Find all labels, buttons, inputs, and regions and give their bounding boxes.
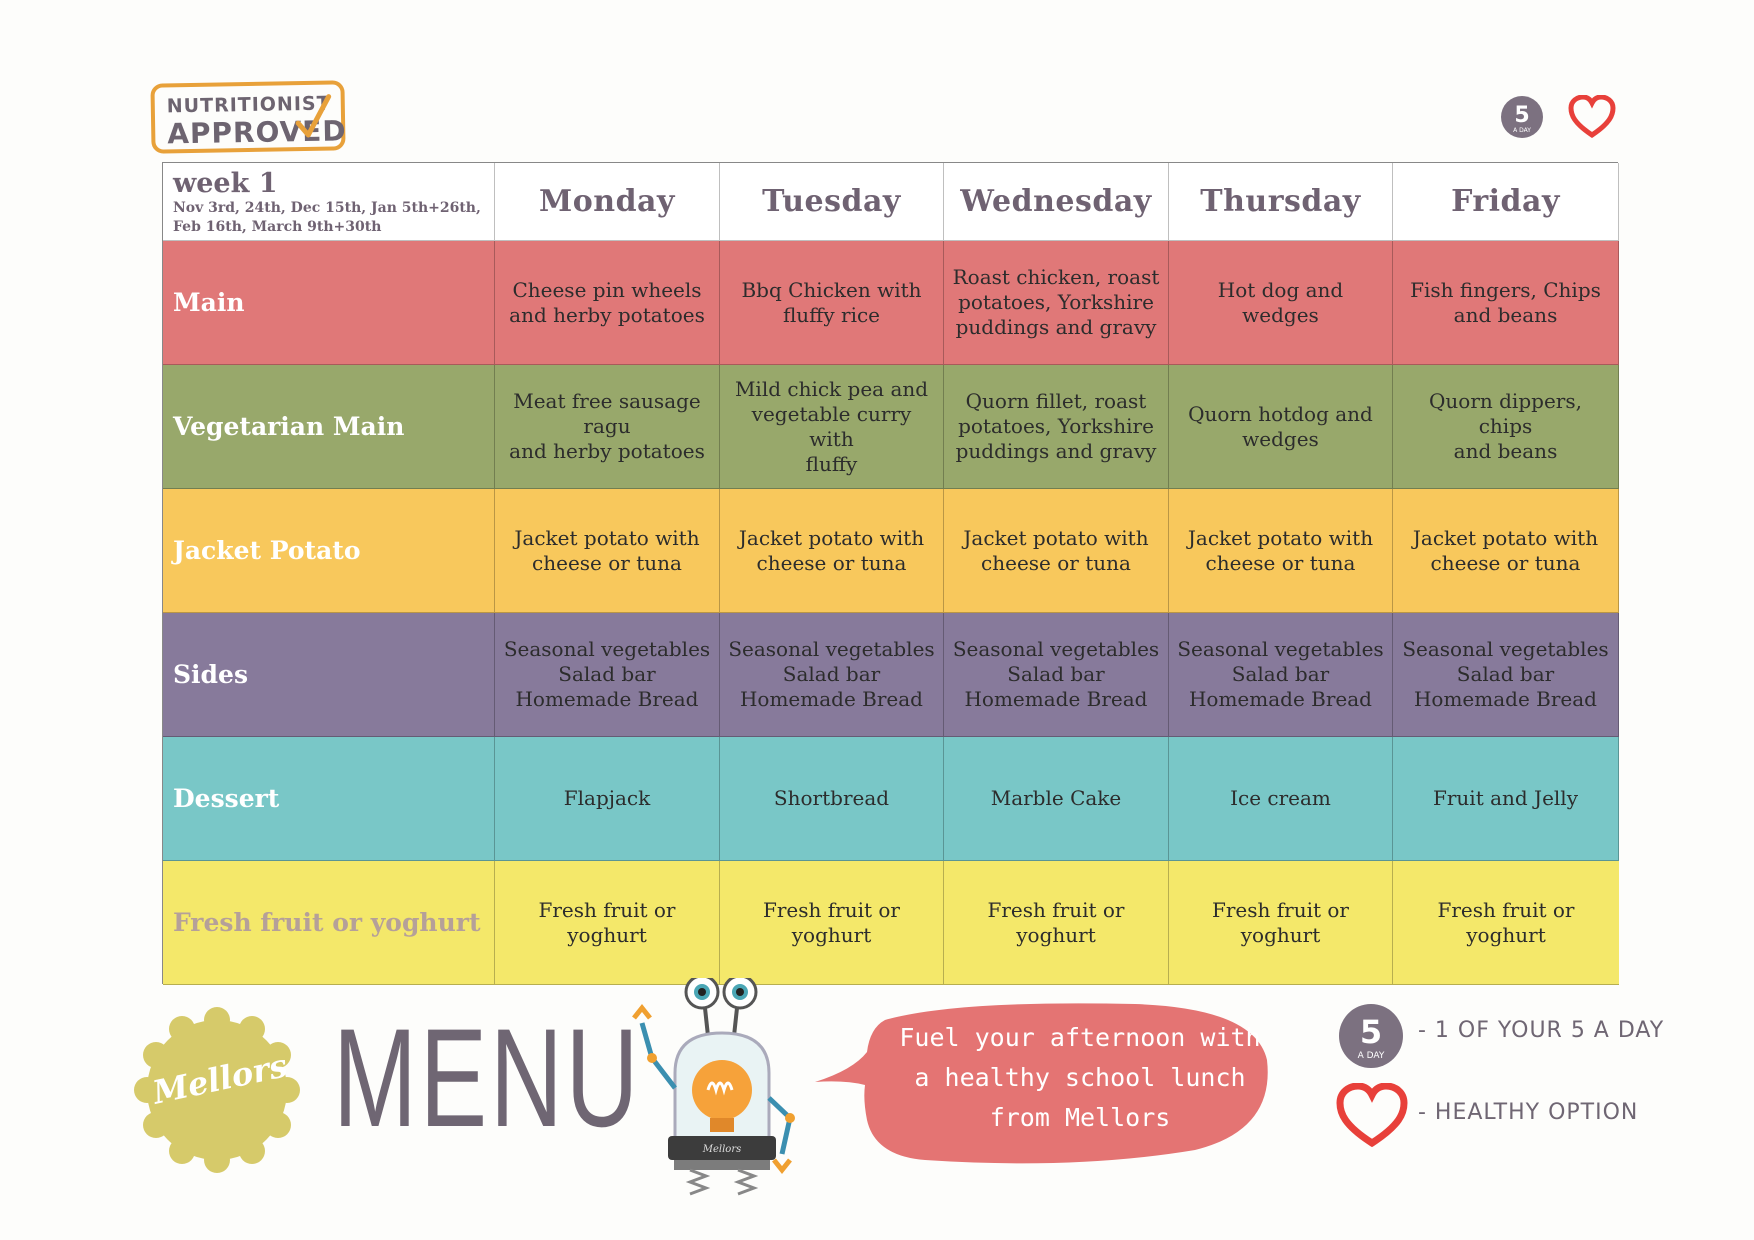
menu-cell: Cheese pin wheels and herby potatoes — [495, 241, 720, 365]
row-label-sides: Sides — [163, 613, 495, 737]
row-label-main: Main — [163, 241, 495, 365]
menu-cell: Quorn dippers, chips and beans — [1393, 365, 1619, 489]
week-header: week 1 Nov 3rd, 24th, Dec 15th, Jan 5th+… — [163, 163, 495, 241]
legend-five-a-day-icon: 5 A DAY — [1339, 1004, 1403, 1068]
week-title: week 1 — [173, 168, 278, 199]
row-label-jacket-potato: Jacket Potato — [163, 489, 495, 613]
menu-cell: Mild chick pea and vegetable curry with … — [720, 365, 944, 489]
menu-table: week 1 Nov 3rd, 24th, Dec 15th, Jan 5th+… — [162, 162, 1619, 985]
menu-cell: Hot dog and wedges — [1169, 241, 1393, 365]
menu-cell: Fresh fruit or yoghurt — [720, 861, 944, 985]
menu-cell: Seasonal vegetables Salad bar Homemade B… — [720, 613, 944, 737]
menu-cell: Flapjack — [495, 737, 720, 861]
menu-cell: Fresh fruit or yoghurt — [1169, 861, 1393, 985]
menu-cell: Bbq Chicken with fluffy rice — [720, 241, 944, 365]
day-header-wednesday: Wednesday — [944, 163, 1169, 241]
menu-cell: Marble Cake — [944, 737, 1169, 861]
menu-cell: Jacket potato with cheese or tuna — [944, 489, 1169, 613]
menu-cell: Fish fingers, Chips and beans — [1393, 241, 1619, 365]
bubble-line-1: Fuel your afternoon with — [899, 1023, 1261, 1052]
five-sub: A DAY — [1513, 127, 1531, 134]
day-header-monday: Monday — [495, 163, 720, 241]
bubble-text: Fuel your afternoon with a healthy schoo… — [880, 1018, 1280, 1138]
day-header-thursday: Thursday — [1169, 163, 1393, 241]
menu-cell: Fresh fruit or yoghurt — [944, 861, 1169, 985]
menu-cell: Seasonal vegetables Salad bar Homemade B… — [944, 613, 1169, 737]
menu-cell: Quorn fillet, roast potatoes, Yorkshire … — [944, 365, 1169, 489]
menu-cell: Fresh fruit or yoghurt — [1393, 861, 1619, 985]
day-header-tuesday: Tuesday — [720, 163, 944, 241]
menu-cell: Roast chicken, roast potatoes, Yorkshire… — [944, 241, 1169, 365]
five-number: 5 — [1514, 103, 1529, 128]
legend-five-number: 5 — [1360, 1013, 1382, 1051]
menu-cell: Seasonal vegetables Salad bar Homemade B… — [495, 613, 720, 737]
legend-healthy-option-label: - HEALTHY OPTION — [1418, 1100, 1639, 1125]
menu-cell: Meat free sausage ragu and herby potatoe… — [495, 365, 720, 489]
menu-cell: Seasonal vegetables Salad bar Homemade B… — [1169, 613, 1393, 737]
menu-cell: Jacket potato with cheese or tuna — [1393, 489, 1619, 613]
legend-five-sub: A DAY — [1358, 1051, 1385, 1061]
day-header-friday: Friday — [1393, 163, 1619, 241]
bubble-line-2: a healthy school lunch — [914, 1063, 1246, 1092]
speech-bubble-icon — [815, 1003, 1268, 1164]
nutritionist-approved-badge: NUTRITIONIST APPROVED — [150, 80, 347, 154]
menu-cell: Jacket potato with cheese or tuna — [495, 489, 720, 613]
menu-cell: Fresh fruit or yoghurt — [495, 861, 720, 985]
menu-cell: Jacket potato with cheese or tuna — [1169, 489, 1393, 613]
row-label-fresh-fruit: Fresh fruit or yoghurt — [163, 861, 495, 985]
week-dates: Nov 3rd, 24th, Dec 15th, Jan 5th+26th, F… — [173, 200, 481, 235]
menu-cell: Jacket potato with cheese or tuna — [720, 489, 944, 613]
robot-brand: Mellors — [702, 1144, 742, 1155]
legend-five-a-day-label: - 1 OF YOUR 5 A DAY — [1418, 1018, 1665, 1043]
menu-title: MENU — [333, 999, 642, 1156]
robot-lightbulb-icon: Mellors — [632, 978, 795, 1196]
mellors-seal-icon — [134, 1007, 300, 1173]
five-a-day-icon: 5 A DAY — [1501, 96, 1543, 138]
bubble-line-3: from Mellors — [989, 1103, 1171, 1132]
menu-cell: Ice cream — [1169, 737, 1393, 861]
menu-cell: Fruit and Jelly — [1393, 737, 1619, 861]
menu-cell: Quorn hotdog and wedges — [1169, 365, 1393, 489]
heart-icon — [1568, 95, 1616, 139]
check-icon — [295, 94, 332, 138]
row-label-dessert: Dessert — [163, 737, 495, 861]
menu-cell: Seasonal vegetables Salad bar Homemade B… — [1393, 613, 1619, 737]
row-label-vegetarian: Vegetarian Main — [163, 365, 495, 489]
menu-cell: Shortbread — [720, 737, 944, 861]
legend-heart-icon — [1336, 1083, 1408, 1148]
